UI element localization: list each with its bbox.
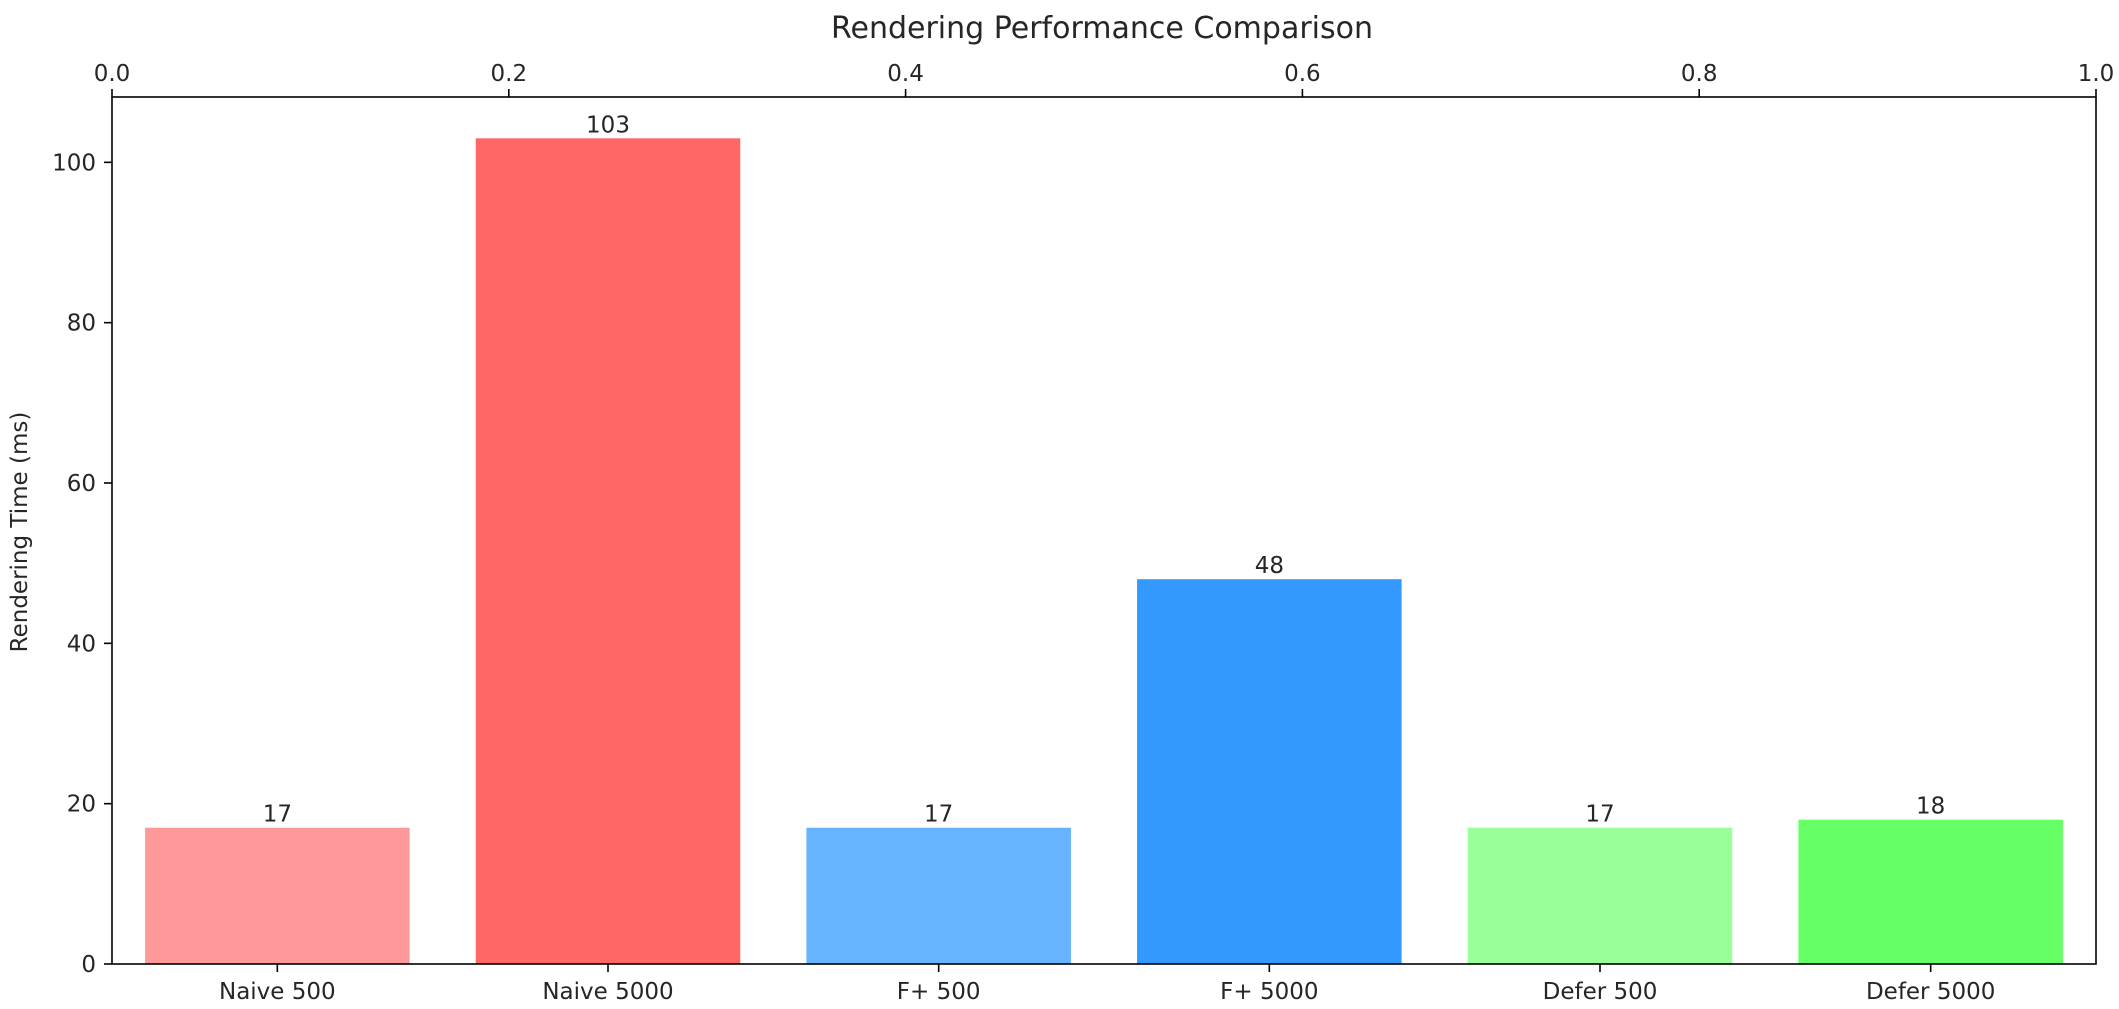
y-tick-label: 40 xyxy=(67,631,96,657)
data-label-naive-5000: 103 xyxy=(586,112,630,138)
bar-f-5000 xyxy=(1137,579,1402,964)
y-tick-label: 100 xyxy=(52,150,96,176)
y-tick-label: 20 xyxy=(67,792,96,818)
chart-title: Rendering Performance Comparison xyxy=(831,11,1373,46)
x-tick-label-naive-500: Naive 500 xyxy=(219,979,336,1005)
data-label-naive-500: 17 xyxy=(263,802,292,828)
bar-naive-500 xyxy=(145,827,410,964)
data-label-defer-5000: 18 xyxy=(1916,794,1945,820)
top-tick-label: 0.8 xyxy=(1681,61,1718,87)
y-tick-label: 80 xyxy=(67,311,96,337)
x-tick-label-f-5000: F+ 5000 xyxy=(1220,979,1318,1005)
top-tick-label: 1.0 xyxy=(2078,61,2115,87)
x-tick-label-defer-5000: Defer 5000 xyxy=(1866,979,1995,1005)
y-tick-label: 0 xyxy=(81,952,96,978)
top-tick-label: 0.2 xyxy=(491,61,528,87)
data-label-defer-500: 17 xyxy=(1585,802,1614,828)
bar-f-500 xyxy=(806,827,1071,964)
top-tick-label: 0.0 xyxy=(94,61,131,87)
x-tick-label-naive-5000: Naive 5000 xyxy=(542,979,673,1005)
y-tick-label: 60 xyxy=(67,471,96,497)
top-tick-label: 0.6 xyxy=(1284,61,1321,87)
y-axis-ticks: 0 20 40 60 80 100 xyxy=(52,150,112,978)
bar-defer-500 xyxy=(1467,827,1733,964)
data-label-f-5000: 48 xyxy=(1255,553,1284,579)
x-axis-ticks: Naive 500 Naive 5000 F+ 500 F+ 5000 Defer 50… xyxy=(219,964,1995,1005)
bars-group xyxy=(145,138,2063,965)
y-axis-label: Rendering Time (ms) xyxy=(7,412,33,653)
data-label-f-500: 17 xyxy=(924,802,953,828)
bar-naive-5000 xyxy=(475,138,741,965)
x-tick-label-f-500: F+ 500 xyxy=(897,979,981,1005)
top-tick-label: 0.4 xyxy=(887,61,924,87)
bar-defer-5000 xyxy=(1798,819,2063,964)
plot-frame xyxy=(111,96,2097,965)
data-labels-group: 17 103 17 48 17 18 xyxy=(263,112,1946,827)
x-tick-label-defer-500: Defer 500 xyxy=(1543,979,1658,1005)
top-axis-ticks: 0.0 0.2 0.4 0.6 0.8 1.0 xyxy=(94,61,2115,97)
